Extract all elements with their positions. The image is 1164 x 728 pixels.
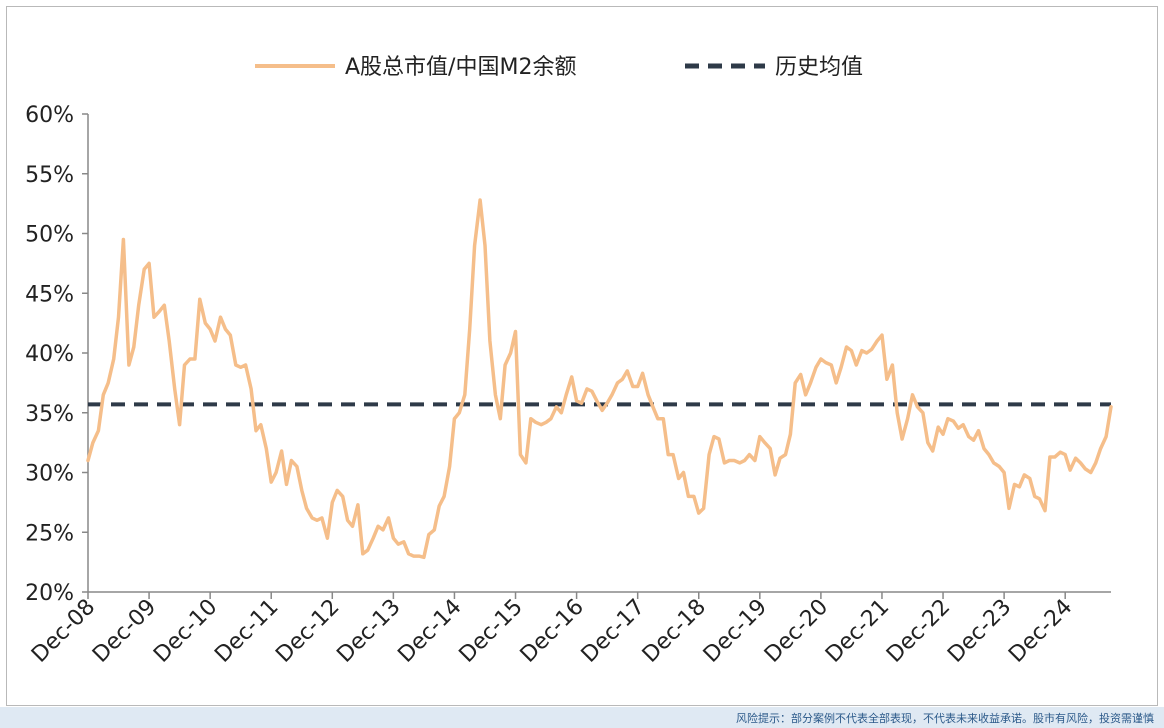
x-tick-label: Dec-16 xyxy=(516,595,589,668)
x-tick-label: Dec-14 xyxy=(393,595,466,668)
y-tick-label: 20% xyxy=(25,581,74,606)
x-tick-label: Dec-18 xyxy=(638,595,711,668)
series-ratio-line xyxy=(86,198,1113,560)
x-tick-label: Dec-23 xyxy=(943,595,1016,668)
x-tick-label: Dec-15 xyxy=(455,595,528,668)
x-tick-label: Dec-10 xyxy=(149,595,222,668)
x-tick-label: Dec-09 xyxy=(88,595,161,668)
x-tick-label: Dec-21 xyxy=(821,595,894,668)
y-tick-label: 45% xyxy=(25,282,74,307)
legend-label-ratio: A股总市值/中国M2余额 xyxy=(345,55,576,80)
series-layer xyxy=(86,198,1113,560)
x-tick-labels: Dec-08Dec-09Dec-10Dec-11Dec-12Dec-13Dec-… xyxy=(27,595,1077,668)
x-tick-label: Dec-13 xyxy=(332,595,405,668)
y-tick-label: 30% xyxy=(25,462,74,487)
footer-disclaimer: 风险提示：部分案例不代表全部表现，不代表未来收益承诺。股市有风险，投资需谨慎 xyxy=(736,712,1154,725)
x-tick-label: Dec-11 xyxy=(210,595,283,668)
y-tick-label: 50% xyxy=(25,223,74,248)
y-tick-label: 35% xyxy=(25,402,74,427)
x-tick-label: Dec-20 xyxy=(760,595,833,668)
x-tick-label: Dec-12 xyxy=(271,595,344,668)
y-tick-label: 25% xyxy=(25,521,74,546)
x-tick-label: Dec-17 xyxy=(577,595,650,668)
axes xyxy=(82,113,1111,599)
legend-label-mean: 历史均值 xyxy=(775,55,863,80)
x-tick-label: Dec-24 xyxy=(1004,595,1077,668)
y-tick-label: 55% xyxy=(25,163,74,188)
x-tick-label: Dec-22 xyxy=(882,595,955,668)
legend: A股总市值/中国M2余额 历史均值 xyxy=(255,55,863,80)
y-tick-labels: 20% 25% 30% 35% 40% 45% 50% 55% 60% xyxy=(25,103,74,606)
x-tick-label: Dec-19 xyxy=(699,595,772,668)
y-tick-label: 40% xyxy=(25,342,74,367)
chart-svg: A股总市值/中国M2余额 历史均值 20% 25% 30% 35% 40% 45% 50% 5… xyxy=(25,55,1113,668)
y-tick-label: 60% xyxy=(25,103,74,128)
chart-frame: A股总市值/中国M2余额 历史均值 20% 25% 30% 35% 40% 45% 50% 5… xyxy=(6,6,1158,706)
footer-bar: 风险提示：部分案例不代表全部表现，不代表未来收益承诺。股市有风险，投资需谨慎 xyxy=(0,707,1164,728)
